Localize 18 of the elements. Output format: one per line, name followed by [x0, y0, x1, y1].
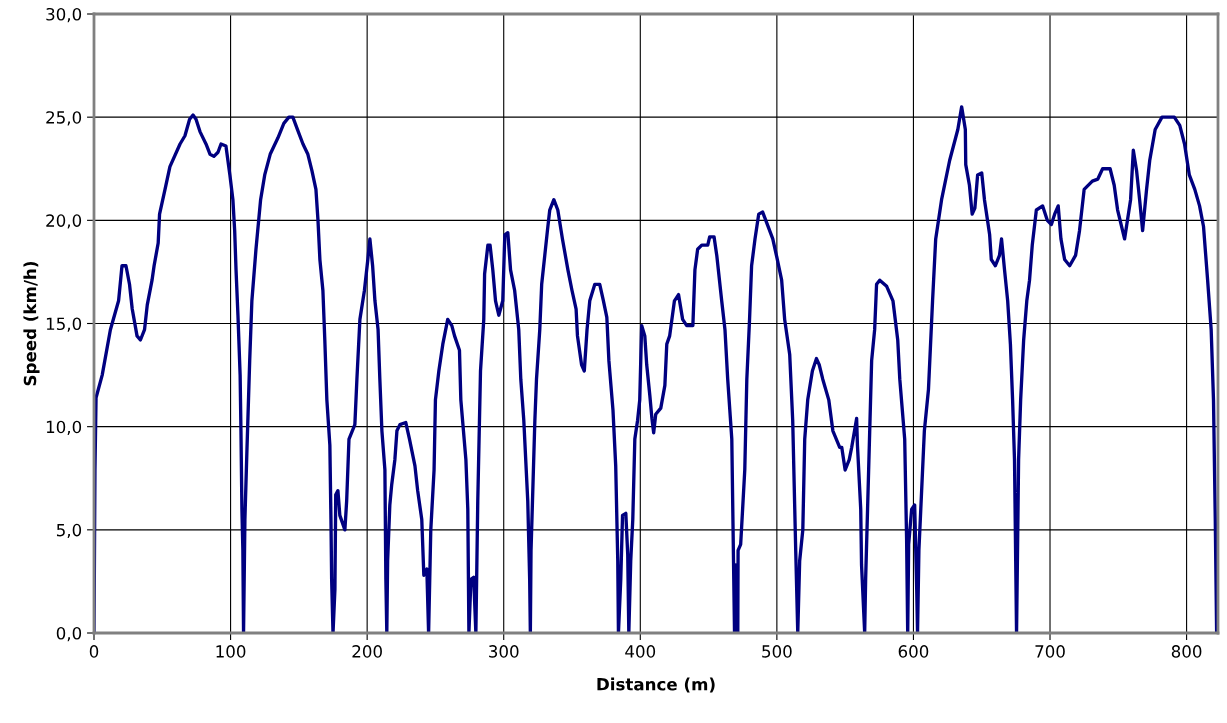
x-tick-label: 300: [489, 645, 519, 658]
y-axis-title: Speed (km/h): [23, 261, 40, 386]
x-tick-label: 600: [898, 645, 929, 658]
x-axis-title: Distance (m): [597, 677, 715, 693]
y-tick-label: 0,0: [56, 626, 82, 642]
y-tick-label: 5,0: [56, 523, 82, 539]
x-tick-label: 700: [1035, 645, 1065, 658]
x-tick-label: 400: [625, 645, 656, 658]
x-tick-label: 800: [1171, 645, 1202, 658]
x-tick-label: 500: [762, 645, 792, 658]
y-tick-label: 15,0: [46, 317, 82, 332]
x-tick-label: 200: [352, 645, 382, 658]
y-tick-label: 30,0: [46, 7, 82, 23]
x-tick-label: 0: [89, 645, 99, 658]
y-tick-label: 25,0: [46, 111, 82, 126]
x-tick-label: 100: [216, 645, 246, 658]
y-tick-label: 10,0: [46, 420, 82, 435]
y-tick-label: 20,0: [46, 214, 82, 229]
